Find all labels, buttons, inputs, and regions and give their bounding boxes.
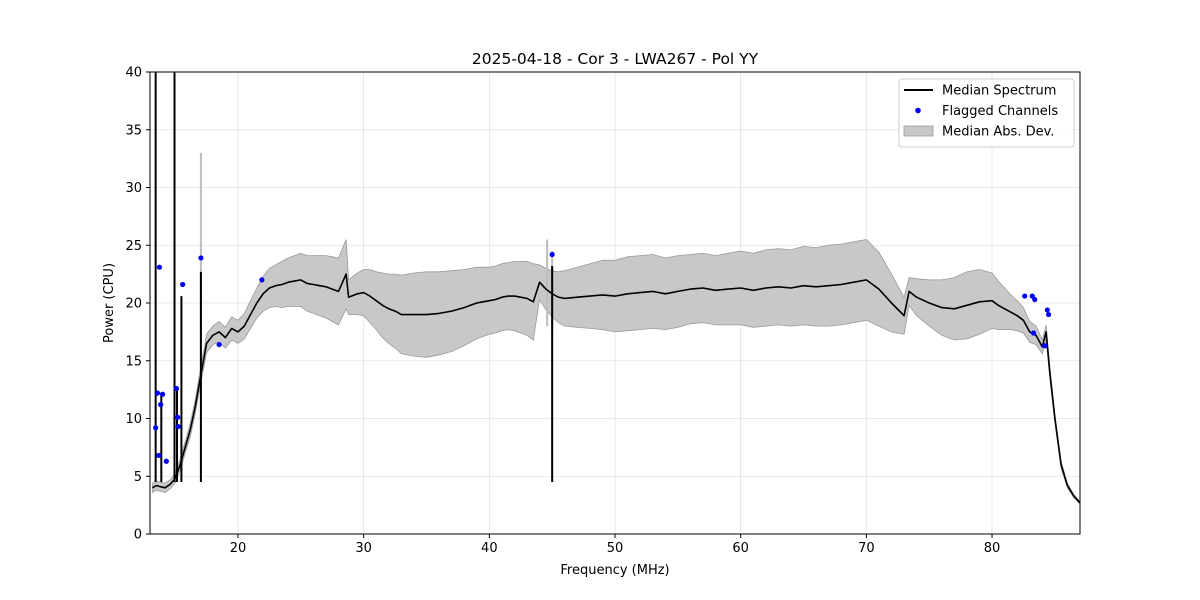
y-axis-label: Power (CPU) [102, 263, 117, 343]
x-tick-label-5: 70 [858, 541, 875, 556]
flagged-point-1 [154, 390, 161, 396]
legend-label-2: Median Abs. Dev. [942, 125, 1054, 140]
flagged-point-9 [175, 423, 181, 430]
y-tick-label-8: 40 [125, 66, 142, 81]
flagged-point-15 [1022, 293, 1028, 299]
flagged-point-10 [180, 281, 186, 288]
y-tick-label-2: 10 [125, 412, 142, 427]
legend-swatch-marker [915, 107, 921, 114]
y-tick-label-3: 15 [125, 354, 142, 369]
flagged-point-2 [156, 452, 162, 459]
median-spectrum-line [152, 72, 1081, 504]
flagged-channels [153, 251, 1052, 464]
flagged-point-20 [1044, 307, 1050, 313]
y-tick-label-5: 25 [125, 239, 142, 254]
flagged-point-17 [1030, 330, 1037, 336]
y-tick-label-1: 5 [134, 470, 142, 485]
x-tick-label-6: 80 [984, 541, 1001, 556]
flagged-point-14 [549, 251, 555, 258]
legend-box [898, 78, 1075, 148]
y-tick-label-7: 35 [125, 123, 142, 138]
y-axis-ticks: 0 5 10 15 20 25 30 35 40 [125, 66, 150, 543]
flagged-point-7 [173, 385, 179, 392]
y-tick-label-0: 0 [134, 528, 142, 543]
x-tick-label-1: 30 [355, 541, 372, 556]
flagged-point-12 [216, 341, 222, 348]
flagged-point-21 [1045, 311, 1052, 318]
legend: Median Spectrum Flagged Channels Median Ab… [898, 78, 1075, 148]
flagged-point-8 [175, 414, 181, 420]
x-tick-label-0: 20 [230, 541, 247, 556]
x-axis-ticks: 20 30 40 50 60 70 80 [230, 534, 1001, 556]
y-tick-label-6: 30 [125, 181, 142, 196]
x-tick-label-3: 50 [607, 541, 624, 556]
flagged-point-0 [153, 425, 159, 431]
median-spectrum-path [152, 273, 1081, 504]
chart-title: 2025-04-18 - Cor 3 - LWA267 - Pol YY [472, 50, 759, 68]
x-tick-label-2: 40 [481, 541, 498, 556]
x-tick-label-4: 60 [732, 541, 749, 556]
legend-label-0: Median Spectrum [942, 84, 1056, 99]
legend-swatch-band [903, 125, 934, 137]
flagged-point-11 [198, 255, 204, 261]
flagged-point-18 [1032, 296, 1038, 303]
flagged-point-13 [259, 277, 265, 283]
flagged-point-5 [159, 391, 166, 397]
flagged-point-6 [163, 458, 169, 464]
flagged-point-19 [1042, 343, 1048, 349]
flagged-point-4 [158, 402, 164, 408]
legend-label-1: Flagged Channels [942, 104, 1058, 119]
x-axis-label: Frequency (MHz) [560, 563, 669, 578]
flagged-point-3 [156, 264, 163, 270]
y-tick-label-4: 20 [125, 297, 142, 312]
